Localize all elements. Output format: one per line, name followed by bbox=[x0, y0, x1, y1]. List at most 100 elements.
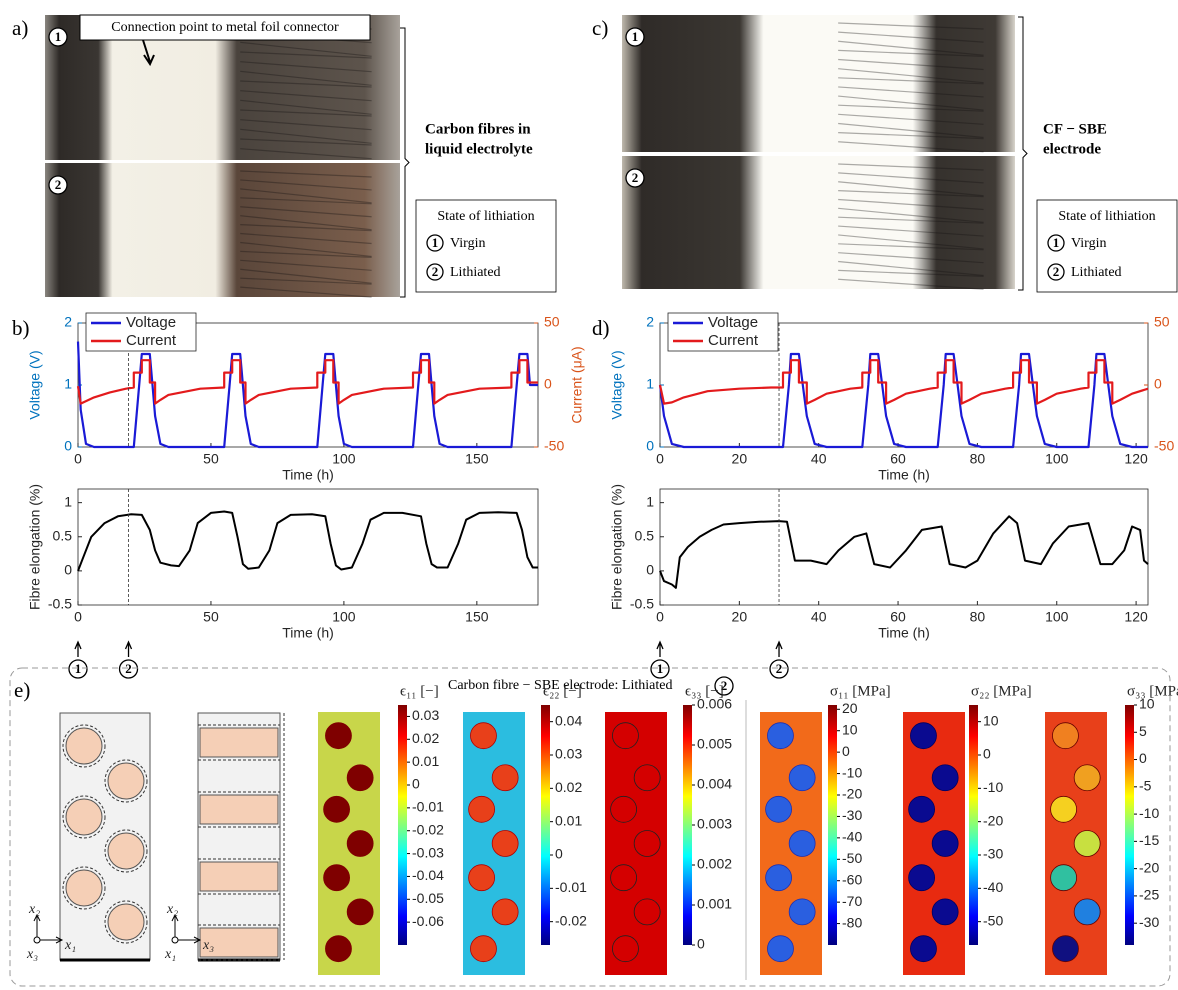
x-tick-label: 120 bbox=[1124, 609, 1148, 625]
x-tick-label: 50 bbox=[203, 609, 219, 625]
colorbar-tick-label: -10 bbox=[842, 764, 862, 780]
colorbar-tick-label: -50 bbox=[842, 850, 862, 866]
x-tick-label: 80 bbox=[970, 609, 986, 625]
panel-label: e) bbox=[14, 678, 30, 702]
colorbar-tick-label: 0 bbox=[412, 776, 420, 792]
colorbar bbox=[541, 705, 550, 945]
colorbar-tick-label: -0.01 bbox=[412, 799, 444, 815]
colorbar-tick-label: -0.01 bbox=[555, 879, 587, 895]
colorbar-tick-label: -0.06 bbox=[412, 913, 444, 929]
contour-fibre bbox=[910, 723, 936, 749]
contour-fibre bbox=[470, 936, 496, 962]
axis-name: x₁ bbox=[164, 947, 176, 962]
x-axis-label: Time (h) bbox=[282, 625, 334, 641]
contour-fibre bbox=[767, 723, 793, 749]
legend-label: Current bbox=[126, 332, 177, 349]
y2-tick-label: 50 bbox=[544, 314, 560, 330]
colorbar-label: σ₁₁ [MPa] bbox=[830, 683, 891, 699]
circled-number: 1 bbox=[432, 235, 439, 250]
contour-fibre bbox=[766, 865, 792, 891]
contour-fibre bbox=[789, 899, 815, 925]
circled-number: 1 bbox=[55, 29, 62, 44]
plot-area bbox=[660, 489, 1148, 605]
caption: CF − SBE bbox=[1043, 121, 1107, 137]
colorbar-tick-label: -15 bbox=[1139, 832, 1159, 848]
contour-fibre bbox=[932, 899, 958, 925]
colorbar-tick-label: 0.006 bbox=[697, 696, 732, 712]
axis-name: x₁ bbox=[64, 938, 76, 953]
colorbar bbox=[969, 705, 978, 945]
contour-fibre bbox=[1052, 723, 1078, 749]
axis-name: x₂ bbox=[166, 902, 178, 917]
contour-fibre bbox=[347, 899, 373, 925]
colorbar-tick-label: 0.01 bbox=[555, 812, 582, 828]
x-tick-label: 150 bbox=[465, 609, 489, 625]
y-tick-label: 0.5 bbox=[635, 527, 655, 543]
colorbar-label: ϵ₁₁ [−] bbox=[400, 683, 439, 699]
axis-origin bbox=[34, 937, 40, 943]
marker-arrow bbox=[126, 642, 132, 657]
colorbar-tick-label: 0.004 bbox=[697, 776, 732, 792]
colorbar-tick-label: 0.02 bbox=[412, 730, 439, 746]
colorbar-tick-label: -0.02 bbox=[412, 821, 444, 837]
x-tick-label: 0 bbox=[74, 451, 82, 467]
x-tick-label: 60 bbox=[890, 609, 906, 625]
contour-fibre bbox=[767, 936, 793, 962]
colorbar-tick-label: -5 bbox=[1139, 778, 1152, 794]
y-tick-label: 0 bbox=[646, 562, 654, 578]
x-tick-label: 0 bbox=[656, 609, 664, 625]
contour-fibre bbox=[789, 831, 815, 857]
colorbar bbox=[398, 705, 407, 945]
circled-number: 1 bbox=[1053, 235, 1060, 250]
circled-number: 2 bbox=[1053, 264, 1060, 279]
contour-fibre bbox=[932, 765, 958, 791]
legend-item: Lithiated bbox=[1071, 265, 1122, 280]
x-axis-label: Time (h) bbox=[878, 467, 930, 483]
y-tick-label: 0 bbox=[646, 438, 654, 454]
y-tick-label: 2 bbox=[646, 314, 654, 330]
colorbar-tick-label: 20 bbox=[842, 700, 858, 716]
colorbar-tick-label: 0 bbox=[983, 746, 991, 762]
legend-item: Virgin bbox=[1071, 236, 1106, 251]
contour-fibre bbox=[910, 936, 936, 962]
x-tick-label: 100 bbox=[1045, 451, 1069, 467]
photo bbox=[622, 15, 1015, 152]
fibre bbox=[66, 728, 102, 764]
legend-title: State of lithiation bbox=[437, 209, 534, 224]
contour-fibre bbox=[1074, 899, 1100, 925]
circled-number: 2 bbox=[55, 177, 62, 192]
figure: a)12Carbon fibres inliquid electrolyteSt… bbox=[0, 0, 1178, 990]
x-tick-label: 100 bbox=[332, 609, 356, 625]
x-axis-label: Time (h) bbox=[878, 625, 930, 641]
contour-fibre bbox=[469, 865, 495, 891]
x-tick-label: 100 bbox=[1045, 609, 1069, 625]
y-axis-label: Voltage (V) bbox=[27, 350, 43, 419]
fibre bbox=[108, 904, 144, 940]
contour-fibre bbox=[469, 796, 495, 822]
y-tick-label: 1 bbox=[646, 493, 654, 509]
bracket bbox=[1018, 17, 1027, 290]
contour-fibre bbox=[766, 796, 792, 822]
colorbar-tick-label: -60 bbox=[842, 871, 862, 887]
colorbar-tick-label: -30 bbox=[842, 807, 862, 823]
colorbar-tick-label: -30 bbox=[983, 846, 1003, 862]
y2-tick-label: 0 bbox=[1154, 376, 1162, 392]
axis-name: x₃ bbox=[26, 947, 38, 962]
y-tick-label: 0 bbox=[64, 438, 72, 454]
panel-label: a) bbox=[12, 16, 28, 40]
colorbar bbox=[683, 705, 692, 945]
contour-map bbox=[605, 712, 667, 975]
colorbar-label: σ₂₂ [MPa] bbox=[971, 683, 1032, 699]
contour-fibre bbox=[1074, 831, 1100, 857]
colorbar-tick-label: -0.02 bbox=[555, 912, 587, 928]
colorbar-tick-label: -20 bbox=[1139, 859, 1159, 875]
colorbar-tick-label: 0 bbox=[1139, 750, 1147, 766]
colorbar-tick-label: -25 bbox=[1139, 887, 1159, 903]
panel-label: c) bbox=[592, 16, 608, 40]
x-tick-label: 40 bbox=[811, 609, 827, 625]
contour-fibre bbox=[492, 831, 518, 857]
colorbar-tick-label: 10 bbox=[983, 712, 999, 728]
contour-fibre bbox=[324, 865, 350, 891]
contour-fibre bbox=[1052, 936, 1078, 962]
legend-item: Virgin bbox=[450, 236, 485, 251]
